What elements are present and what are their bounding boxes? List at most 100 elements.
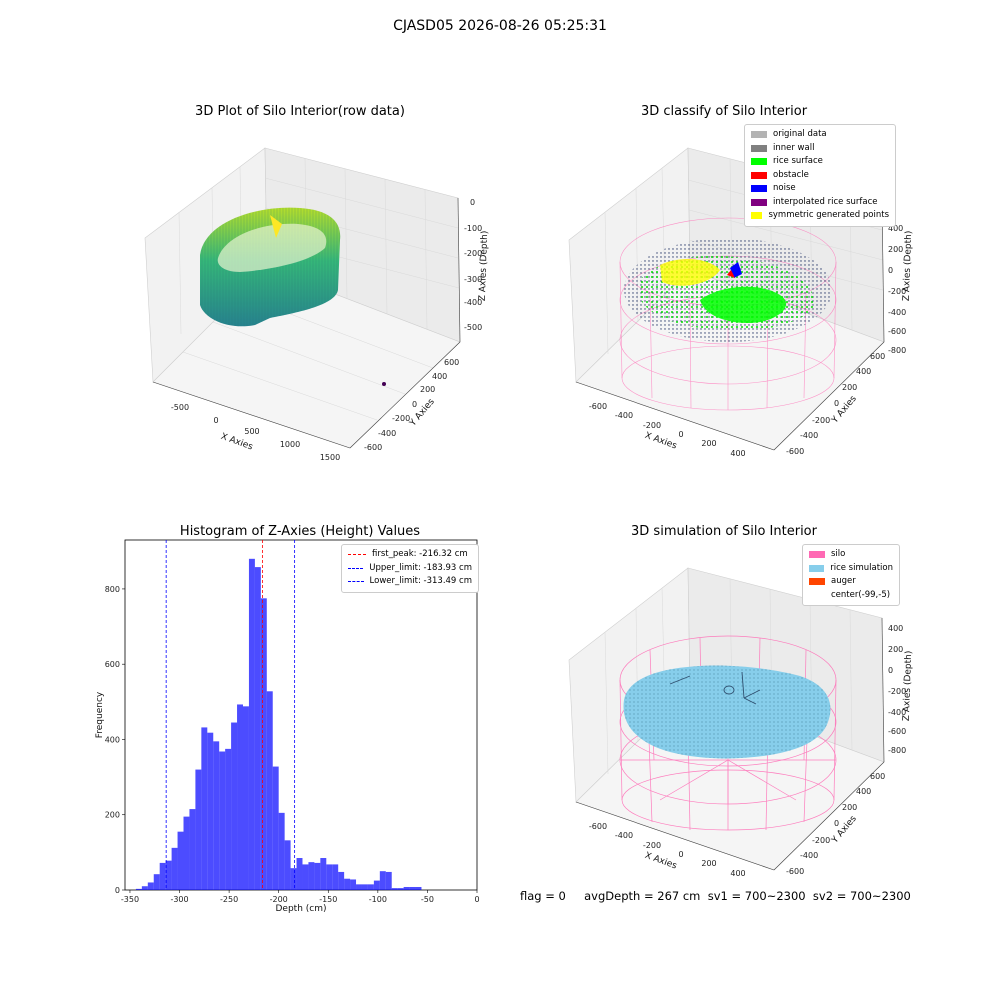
legend-label: symmetric generated points <box>768 210 889 220</box>
classify-y-tick: 400 <box>856 367 871 376</box>
legend-label: silo <box>831 549 846 559</box>
simulation-x-tick: 0 <box>678 850 683 859</box>
classify-x-tick: -600 <box>589 402 607 411</box>
raw-y-tick: -200 <box>392 414 410 423</box>
histogram-bar <box>171 847 178 890</box>
classify-x-tick: 200 <box>701 439 716 448</box>
histogram-bar <box>314 862 321 890</box>
y-tick-label: 0 <box>115 886 120 895</box>
histogram-bar <box>159 862 166 890</box>
classify-y-tick: -600 <box>786 447 804 456</box>
raw-x-axis <box>152 381 351 449</box>
classify-y-tick: -200 <box>812 416 830 425</box>
histogram-bar <box>415 886 422 890</box>
raw-z-label: Z Axies (Depth) <box>478 231 490 302</box>
simulation-y-tick: -400 <box>800 851 818 860</box>
legend-swatch <box>809 578 825 586</box>
classify-x-tick: 0 <box>678 430 683 439</box>
legend-label: Lower_limit: -313.49 cm <box>369 576 472 586</box>
legend-label: inner wall <box>773 142 815 153</box>
histogram-bar <box>290 868 297 890</box>
legend-item: interpolated rice surface <box>751 196 889 210</box>
simulation-x-tick: -600 <box>589 822 607 831</box>
y-tick-label: 600 <box>105 660 120 669</box>
legend-item: rice surface <box>751 155 889 169</box>
histogram-bar <box>260 598 267 890</box>
raw-y-tick: 200 <box>420 385 435 394</box>
histogram-bar <box>213 741 220 890</box>
histogram-bar <box>332 864 339 890</box>
legend-item: Upper_limit: -183.93 cm <box>348 562 472 576</box>
simulation-x-tick: 200 <box>701 859 716 868</box>
simulation-auger <box>669 671 761 705</box>
raw-z-tick: -300 <box>464 275 482 284</box>
simulation-z-axis <box>881 617 885 763</box>
simulation-y-tick: -200 <box>812 836 830 845</box>
legend-label: rice simulation <box>830 562 893 573</box>
histogram-bar <box>350 879 357 890</box>
histogram-bar <box>391 888 398 890</box>
legend-label: rice surface <box>773 156 823 166</box>
histogram-bars <box>135 558 422 890</box>
simulation-y-tick: 400 <box>856 787 871 796</box>
legend-item: Lower_limit: -313.49 cm <box>348 575 472 589</box>
histogram-bar <box>195 769 202 890</box>
histogram-bar <box>183 816 190 890</box>
classify-x-tick: -200 <box>643 421 661 430</box>
legend-swatch <box>751 171 767 179</box>
legend-swatch <box>751 198 767 206</box>
histogram-bar <box>367 884 374 890</box>
histogram-bar <box>356 884 362 890</box>
histogram-bar <box>361 884 368 890</box>
histogram-bar <box>165 860 172 890</box>
histogram-bar <box>242 706 249 890</box>
raw-y-tick: 400 <box>432 372 447 381</box>
classify-y-tick: -400 <box>800 431 818 440</box>
classify-x-tick: -400 <box>615 411 633 420</box>
x-tick-label: -250 <box>220 895 238 904</box>
legend-swatch <box>809 564 825 572</box>
simulation-legend: silo rice simulation auger center(-99,-5… <box>802 544 900 606</box>
x-tick-label: -350 <box>121 895 139 904</box>
histogram-reference-lines <box>165 540 296 890</box>
simulation-z-tick: 0 <box>888 666 893 675</box>
histogram-bar <box>231 722 238 890</box>
raw-z-tick: -100 <box>464 224 482 233</box>
simulation-z-tick: -600 <box>888 727 906 736</box>
legend-label: Upper_limit: -183.93 cm <box>369 562 472 573</box>
histogram-bar <box>344 878 351 890</box>
legend-swatch <box>751 158 767 166</box>
raw-y-axis <box>349 341 461 449</box>
raw-silo-inner <box>217 223 327 272</box>
raw-x-tick: 1000 <box>280 440 300 449</box>
legend-item: auger <box>809 575 893 589</box>
legend-item: silo <box>809 548 893 562</box>
histogram-bar <box>302 864 309 890</box>
histogram-bar <box>403 886 410 890</box>
legend-item: rice simulation <box>809 562 893 576</box>
histogram-title: Histogram of Z-Axies (Height) Values <box>179 524 421 539</box>
legend-item: obstacle <box>751 169 889 183</box>
histogram-y-label: Frequency <box>95 691 105 738</box>
histogram-legend: first_peak: -216.32 cm Upper_limit: -183… <box>341 544 479 593</box>
histogram-bar <box>153 874 160 890</box>
simulation-z-tick: -800 <box>888 746 906 755</box>
x-tick-label: -300 <box>170 895 188 904</box>
histogram-bar <box>201 727 208 890</box>
histogram-bar <box>379 871 386 890</box>
histogram-bar <box>219 751 226 890</box>
classify-obstacle <box>727 270 735 278</box>
histogram-bar <box>308 862 315 890</box>
raw-plot-title: 3D Plot of Silo Interior(row data) <box>195 104 405 119</box>
classify-y-tick: 600 <box>870 352 885 361</box>
raw-y-tick: 600 <box>444 358 459 367</box>
raw-x-tick: 0 <box>213 416 218 425</box>
simulation-y-tick: -600 <box>786 867 804 876</box>
classify-z-tick: -400 <box>888 308 906 317</box>
histogram-y-ticks: 0 200 400 600 800 <box>105 585 125 895</box>
simulation-z-label: Z Axies (Depth) <box>902 651 914 722</box>
raw-peak <box>270 215 282 238</box>
classify-y-axis <box>773 341 885 451</box>
